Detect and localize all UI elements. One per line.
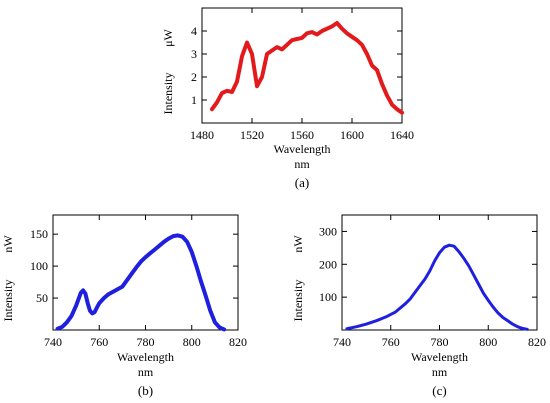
x-tick-label: 800 — [183, 335, 201, 349]
panel-label: (c) — [432, 383, 446, 398]
x-tick-label: 1520 — [240, 128, 264, 142]
series-line — [345, 243, 529, 331]
x-tick-label: 740 — [333, 335, 351, 349]
x-tick-label: 740 — [44, 335, 62, 349]
panel-label: (a) — [295, 175, 309, 190]
x-tick-label: 820 — [528, 335, 546, 349]
y-axis-label: Intensity — [291, 280, 305, 322]
series-line — [55, 233, 227, 332]
x-tick-label: 760 — [90, 335, 108, 349]
y-axis-unit: μW — [161, 28, 175, 46]
x-tick-label: 800 — [479, 335, 497, 349]
y-axis-unit: nW — [291, 235, 305, 253]
y-axis-label: Intensity — [161, 73, 175, 115]
y-tick-label: 50 — [36, 291, 48, 305]
y-tick-label: 150 — [30, 227, 48, 241]
x-tick-label: 780 — [431, 335, 449, 349]
x-tick-label: 780 — [137, 335, 155, 349]
x-tick-label: 820 — [229, 335, 247, 349]
y-tick-label: 4 — [191, 24, 197, 38]
x-tick-label: 1600 — [340, 128, 364, 142]
y-axis-label: Intensity — [1, 280, 15, 322]
y-tick-label: 100 — [319, 290, 337, 304]
x-axis-label: Wavelength — [117, 350, 174, 364]
panel-label: (b) — [138, 383, 153, 398]
x-axis-unit: nm — [138, 365, 154, 379]
y-tick-label: 1 — [191, 93, 197, 107]
x-tick-label: 1560 — [290, 128, 314, 142]
x-axis-unit: nm — [294, 157, 310, 171]
x-axis-label: Wavelength — [411, 350, 468, 364]
series-line — [210, 21, 404, 115]
y-tick-label: 2 — [191, 70, 197, 84]
x-tick-label: 760 — [382, 335, 400, 349]
y-axis-unit: nW — [1, 235, 15, 253]
y-tick-label: 200 — [319, 257, 337, 271]
x-axis-unit: nm — [432, 365, 448, 379]
y-tick-label: 300 — [319, 224, 337, 238]
x-tick-label: 1480 — [190, 128, 214, 142]
plot-frame — [341, 214, 538, 331]
x-axis-label: Wavelength — [273, 142, 330, 156]
y-tick-label: 100 — [30, 259, 48, 273]
y-tick-label: 3 — [191, 47, 197, 61]
x-tick-label: 1640 — [390, 128, 414, 142]
